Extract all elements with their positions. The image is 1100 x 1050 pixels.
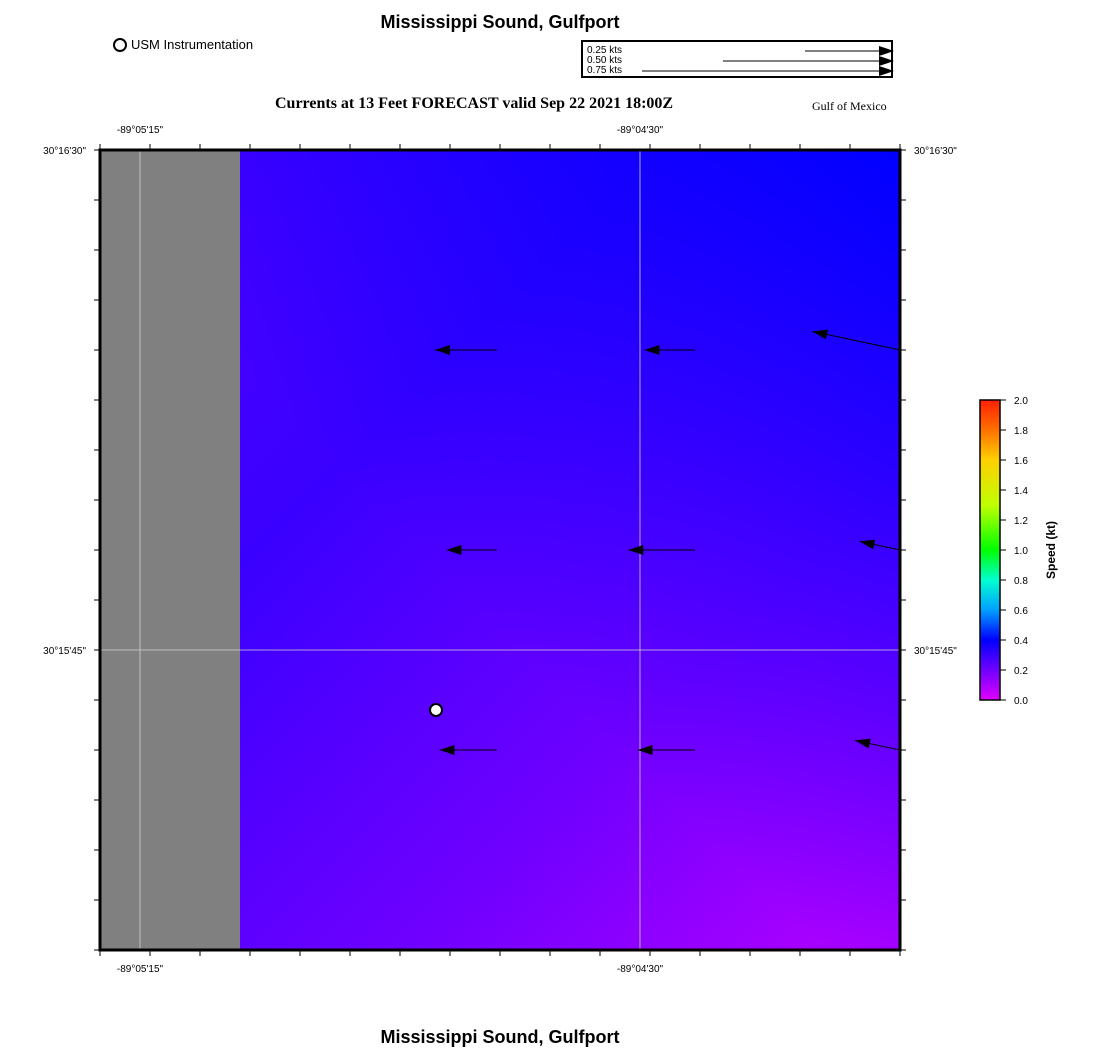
map-title: Mississippi Sound, Gulfport bbox=[380, 12, 620, 32]
ref-label-075: 0.75 kts bbox=[587, 65, 623, 76]
current-vector-arrow-icon bbox=[628, 545, 695, 555]
map-footer-title: Mississippi Sound, Gulfport bbox=[380, 1027, 620, 1047]
colorbar-tick-label: 0.6 bbox=[1014, 606, 1028, 617]
current-vectors bbox=[434, 329, 901, 755]
forecast-subtitle: Currents at 13 Feet FORECAST valid Sep 2… bbox=[275, 95, 674, 112]
speed-colorbar bbox=[979, 399, 1001, 701]
frame-ticks bbox=[94, 144, 906, 956]
lon-label-top-2: -89°04'30" bbox=[617, 125, 664, 136]
current-vector-arrow-icon bbox=[434, 345, 497, 355]
reference-arrows bbox=[642, 46, 894, 76]
current-vector-arrow-icon bbox=[854, 738, 901, 751]
region-label: Gulf of Mexico bbox=[812, 99, 887, 113]
lon-label-bottom-2: -89°04'30" bbox=[617, 964, 664, 975]
ref-label-025: 0.25 kts bbox=[587, 45, 623, 56]
instrument-legend: USM Instrumentation bbox=[113, 37, 253, 52]
current-vector-arrow-icon bbox=[446, 545, 497, 555]
lat-label-left-2: 30°15'45" bbox=[43, 646, 86, 657]
lat-label-left-1: 30°16'30" bbox=[43, 146, 86, 157]
instrument-legend-label: USM Instrumentation bbox=[131, 37, 254, 52]
usm-instrument-marker[interactable] bbox=[429, 703, 443, 717]
colorbar-tick-label: 0.8 bbox=[1014, 576, 1028, 587]
colorbar-tick-label: 1.8 bbox=[1014, 426, 1028, 437]
colorbar-label: Speed (kt) bbox=[1044, 521, 1058, 579]
colorbar-tick-label: 1.6 bbox=[1014, 456, 1028, 467]
reference-vector-box: 0.25 kts 0.50 kts 0.75 kts bbox=[581, 40, 894, 78]
colorbar-tick-label: 1.4 bbox=[1014, 486, 1028, 497]
current-vector-arrow-icon bbox=[637, 745, 695, 755]
current-vector-arrow-icon bbox=[859, 539, 901, 551]
colorbar-tick-label: 2.0 bbox=[1014, 396, 1028, 407]
colorbar-tick-label: 0.4 bbox=[1014, 636, 1028, 647]
current-vector-arrow-icon bbox=[644, 345, 695, 355]
instrument-marker-icon bbox=[113, 37, 127, 52]
colorbar-ticks: 0.0 0.2 0.4 0.6 0.8 1.0 1.2 1.4 1.6 1.8 2.0 bbox=[1000, 396, 1028, 707]
land-area bbox=[100, 150, 240, 950]
ref-label-050: 0.50 kts bbox=[587, 55, 623, 66]
current-vector-arrow-icon bbox=[439, 745, 497, 755]
lat-label-right-1: 30°16'30" bbox=[914, 146, 957, 157]
lat-label-right-2: 30°15'45" bbox=[914, 646, 957, 657]
lon-label-top-1: -89°05'15" bbox=[117, 125, 164, 136]
colorbar-tick-label: 0.0 bbox=[1014, 696, 1028, 707]
colorbar-tick-label: 1.2 bbox=[1014, 516, 1028, 527]
current-vector-arrow-icon bbox=[812, 329, 901, 351]
lon-label-bottom-1: -89°05'15" bbox=[117, 964, 164, 975]
colorbar-tick-label: 1.0 bbox=[1014, 546, 1028, 557]
colorbar-tick-label: 0.2 bbox=[1014, 666, 1028, 677]
